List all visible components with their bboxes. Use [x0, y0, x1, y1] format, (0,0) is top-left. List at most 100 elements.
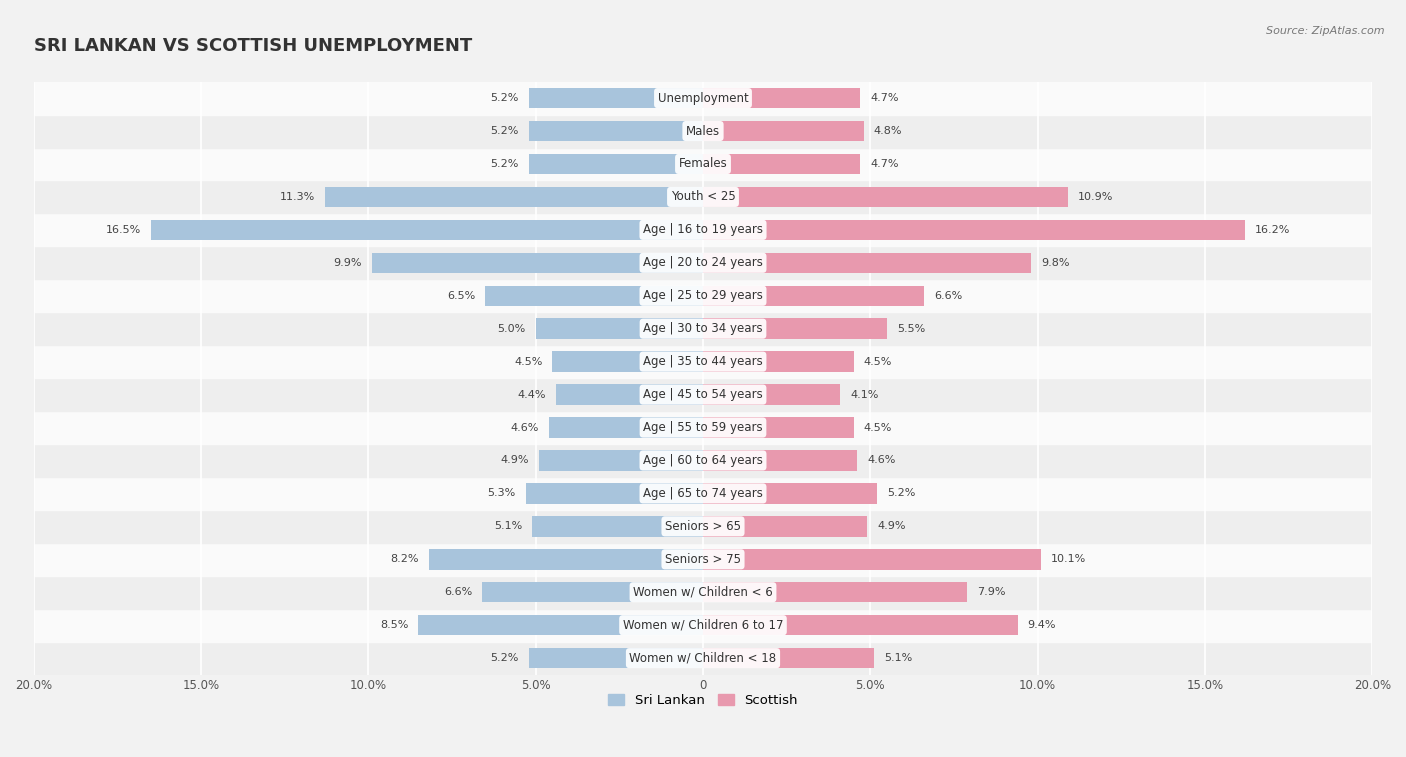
Bar — [429, 549, 703, 569]
Bar — [536, 319, 703, 339]
Text: 4.1%: 4.1% — [851, 390, 879, 400]
Bar — [34, 148, 1372, 180]
Bar — [34, 444, 1372, 477]
Legend: Sri Lankan, Scottish: Sri Lankan, Scottish — [603, 689, 803, 712]
Bar — [538, 450, 703, 471]
Bar — [703, 516, 868, 537]
Bar — [533, 516, 703, 537]
Text: Age | 25 to 29 years: Age | 25 to 29 years — [643, 289, 763, 302]
Text: Women w/ Children < 6: Women w/ Children < 6 — [633, 586, 773, 599]
Bar — [529, 154, 703, 174]
Bar — [548, 417, 703, 438]
Text: Source: ZipAtlas.com: Source: ZipAtlas.com — [1267, 26, 1385, 36]
Bar — [485, 285, 703, 306]
Text: Age | 20 to 24 years: Age | 20 to 24 years — [643, 257, 763, 269]
Bar — [34, 180, 1372, 213]
Text: 5.0%: 5.0% — [498, 324, 526, 334]
Text: 16.2%: 16.2% — [1256, 225, 1291, 235]
Text: Age | 55 to 59 years: Age | 55 to 59 years — [643, 421, 763, 434]
Bar — [703, 615, 1018, 635]
Bar — [703, 253, 1031, 273]
Text: 4.7%: 4.7% — [870, 159, 898, 169]
Bar — [703, 88, 860, 108]
Bar — [703, 121, 863, 142]
Text: 8.2%: 8.2% — [389, 554, 419, 564]
Bar — [34, 345, 1372, 378]
Bar — [703, 483, 877, 503]
Bar — [703, 220, 1246, 240]
Text: 5.2%: 5.2% — [491, 93, 519, 103]
Bar — [34, 246, 1372, 279]
Bar — [703, 285, 924, 306]
Text: Women w/ Children 6 to 17: Women w/ Children 6 to 17 — [623, 618, 783, 631]
Text: 4.8%: 4.8% — [873, 126, 903, 136]
Text: 7.9%: 7.9% — [977, 587, 1005, 597]
Bar — [703, 582, 967, 603]
Bar — [703, 187, 1067, 207]
Bar — [703, 417, 853, 438]
Text: Females: Females — [679, 157, 727, 170]
Text: Youth < 25: Youth < 25 — [671, 191, 735, 204]
Text: 6.6%: 6.6% — [444, 587, 472, 597]
Bar — [703, 385, 841, 405]
Bar — [482, 582, 703, 603]
Text: 5.2%: 5.2% — [491, 126, 519, 136]
Bar — [529, 88, 703, 108]
Text: 4.6%: 4.6% — [510, 422, 538, 432]
Text: Age | 16 to 19 years: Age | 16 to 19 years — [643, 223, 763, 236]
Bar — [34, 543, 1372, 576]
Text: Unemployment: Unemployment — [658, 92, 748, 104]
Bar — [703, 549, 1040, 569]
Text: 5.2%: 5.2% — [887, 488, 915, 498]
Text: Age | 35 to 44 years: Age | 35 to 44 years — [643, 355, 763, 368]
Bar — [703, 319, 887, 339]
Text: 4.9%: 4.9% — [501, 456, 529, 466]
Text: 9.8%: 9.8% — [1040, 258, 1070, 268]
Text: 10.1%: 10.1% — [1052, 554, 1087, 564]
Bar — [526, 483, 703, 503]
Bar — [325, 187, 703, 207]
Bar — [34, 642, 1372, 674]
Text: 4.5%: 4.5% — [863, 357, 891, 366]
Text: Males: Males — [686, 125, 720, 138]
Bar — [34, 411, 1372, 444]
Bar — [553, 351, 703, 372]
Bar — [703, 450, 858, 471]
Bar — [703, 648, 873, 668]
Text: Age | 30 to 34 years: Age | 30 to 34 years — [643, 322, 763, 335]
Text: Age | 60 to 64 years: Age | 60 to 64 years — [643, 454, 763, 467]
Bar — [34, 576, 1372, 609]
Bar — [371, 253, 703, 273]
Bar — [34, 477, 1372, 510]
Text: Age | 65 to 74 years: Age | 65 to 74 years — [643, 487, 763, 500]
Text: 8.5%: 8.5% — [380, 620, 409, 630]
Text: 4.6%: 4.6% — [868, 456, 896, 466]
Text: 5.2%: 5.2% — [491, 159, 519, 169]
Text: 9.9%: 9.9% — [333, 258, 361, 268]
Bar — [34, 279, 1372, 312]
Text: Seniors > 75: Seniors > 75 — [665, 553, 741, 565]
Text: 4.4%: 4.4% — [517, 390, 546, 400]
Bar — [703, 154, 860, 174]
Text: 10.9%: 10.9% — [1078, 192, 1114, 202]
Bar — [529, 648, 703, 668]
Text: 5.5%: 5.5% — [897, 324, 925, 334]
Bar — [555, 385, 703, 405]
Text: 16.5%: 16.5% — [105, 225, 141, 235]
Text: 5.2%: 5.2% — [491, 653, 519, 663]
Text: Seniors > 65: Seniors > 65 — [665, 520, 741, 533]
Bar — [34, 378, 1372, 411]
Text: 5.1%: 5.1% — [494, 522, 522, 531]
Bar — [34, 510, 1372, 543]
Text: 6.6%: 6.6% — [934, 291, 962, 301]
Bar — [34, 609, 1372, 642]
Bar — [529, 121, 703, 142]
Bar — [34, 114, 1372, 148]
Bar — [150, 220, 703, 240]
Text: 11.3%: 11.3% — [280, 192, 315, 202]
Text: 4.5%: 4.5% — [515, 357, 543, 366]
Bar — [419, 615, 703, 635]
Text: 5.3%: 5.3% — [488, 488, 516, 498]
Text: SRI LANKAN VS SCOTTISH UNEMPLOYMENT: SRI LANKAN VS SCOTTISH UNEMPLOYMENT — [34, 37, 472, 55]
Bar — [703, 351, 853, 372]
